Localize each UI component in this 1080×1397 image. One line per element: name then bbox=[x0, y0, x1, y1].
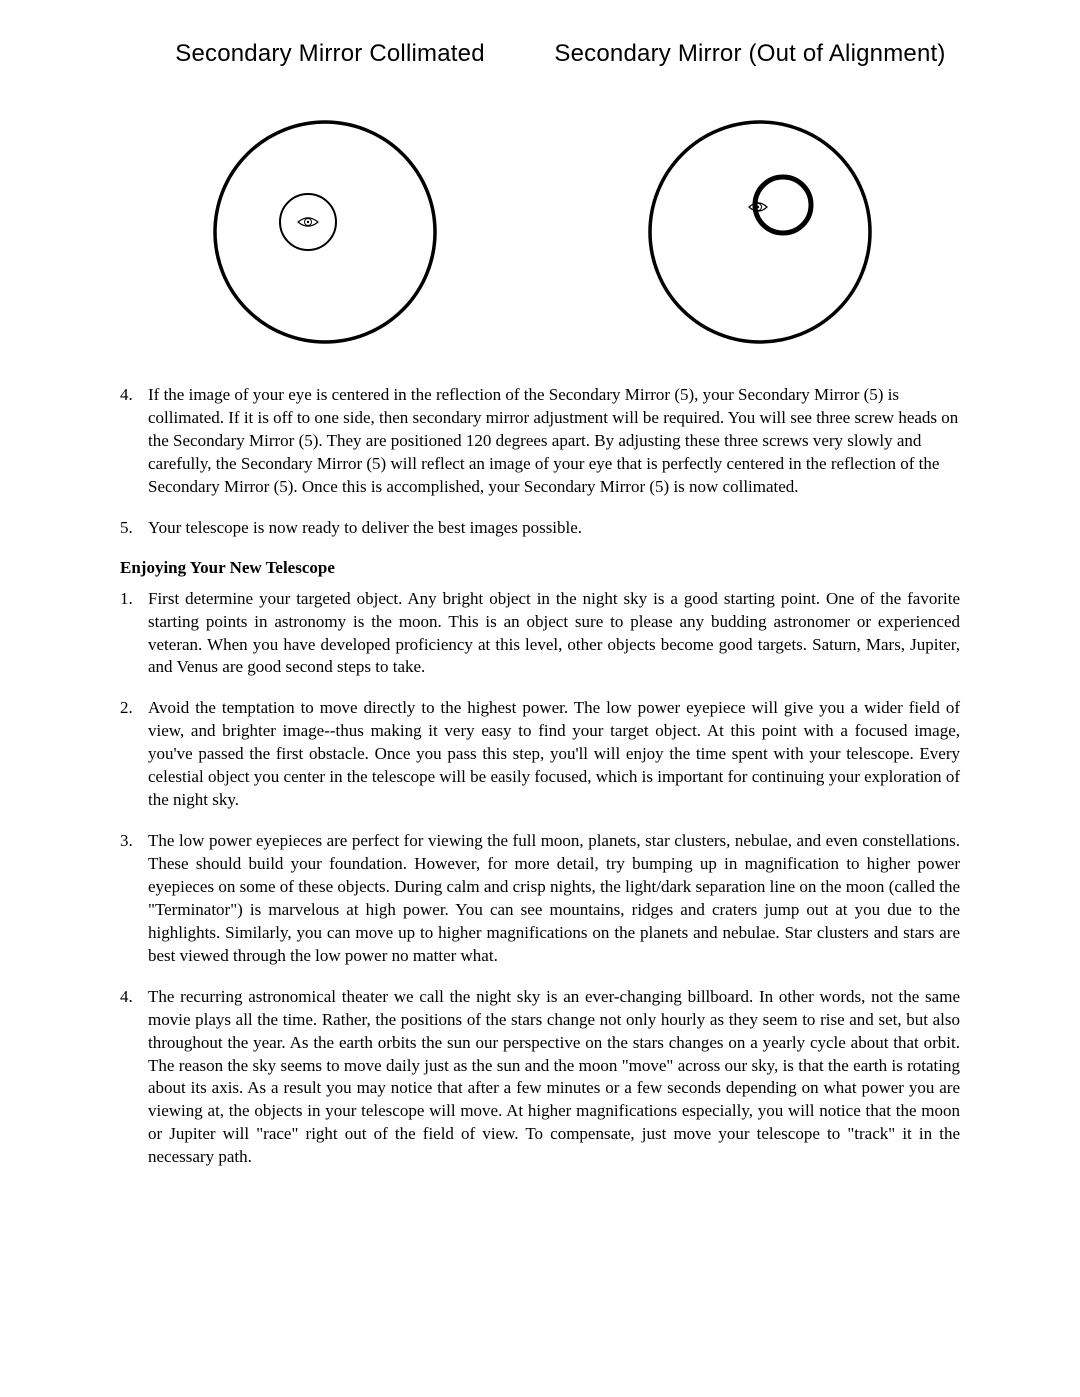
diagram-row: Secondary Mirror Collimated Secondary Mi… bbox=[120, 40, 960, 372]
list-text: If the image of your eye is centered in … bbox=[148, 384, 960, 499]
enjoying-telescope-list: 1.First determine your targeted object. … bbox=[120, 588, 960, 1170]
list-text: The recurring astronomical theater we ca… bbox=[148, 986, 960, 1170]
out-of-alignment-svg-wrap bbox=[620, 92, 880, 372]
collimation-steps-list: 4.If the image of your eye is centered i… bbox=[120, 384, 960, 540]
list-item: 4.If the image of your eye is centered i… bbox=[120, 384, 960, 499]
list-text: First determine your targeted object. An… bbox=[148, 588, 960, 680]
list-number: 3. bbox=[120, 830, 148, 968]
list-number: 4. bbox=[120, 384, 148, 499]
list-text: Avoid the temptation to move directly to… bbox=[148, 697, 960, 812]
diagram-out-of-alignment: Secondary Mirror (Out of Alignment) bbox=[540, 40, 960, 372]
out-of-alignment-diagram-icon bbox=[620, 92, 880, 372]
list-item: 1.First determine your targeted object. … bbox=[120, 588, 960, 680]
list-number: 2. bbox=[120, 697, 148, 812]
list-number: 4. bbox=[120, 986, 148, 1170]
list-item: 4.The recurring astronomical theater we … bbox=[120, 986, 960, 1170]
collimated-svg-wrap bbox=[200, 92, 460, 372]
list-number: 1. bbox=[120, 588, 148, 680]
list-item: 5.Your telescope is now ready to deliver… bbox=[120, 517, 960, 540]
list-number: 5. bbox=[120, 517, 148, 540]
list-item: 3.The low power eyepieces are perfect fo… bbox=[120, 830, 960, 968]
diagram-collimated: Secondary Mirror Collimated bbox=[120, 40, 540, 372]
document-page: Secondary Mirror Collimated Secondary Mi… bbox=[0, 0, 1080, 1227]
list-text: The low power eyepieces are perfect for … bbox=[148, 830, 960, 968]
diagram-title-left: Secondary Mirror Collimated bbox=[175, 40, 485, 68]
list-text: Your telescope is now ready to deliver t… bbox=[148, 517, 960, 540]
collimated-diagram-icon bbox=[200, 92, 460, 372]
list-item: 2.Avoid the temptation to move directly … bbox=[120, 697, 960, 812]
section-heading: Enjoying Your New Telescope bbox=[120, 558, 960, 578]
diagram-title-right: Secondary Mirror (Out of Alignment) bbox=[554, 40, 945, 68]
